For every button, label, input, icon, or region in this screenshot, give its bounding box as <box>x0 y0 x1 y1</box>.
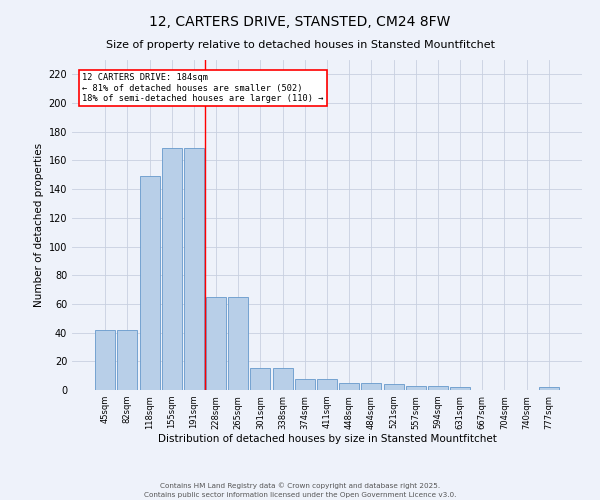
Bar <box>428 386 448 390</box>
Bar <box>339 383 359 390</box>
Bar <box>539 387 559 390</box>
Text: Size of property relative to detached houses in Stansted Mountfitchet: Size of property relative to detached ho… <box>106 40 494 50</box>
Bar <box>406 386 426 390</box>
Text: 12 CARTERS DRIVE: 184sqm
← 81% of detached houses are smaller (502)
18% of semi-: 12 CARTERS DRIVE: 184sqm ← 81% of detach… <box>82 73 324 103</box>
Bar <box>95 330 115 390</box>
Bar <box>206 296 226 390</box>
Bar <box>162 148 182 390</box>
Text: 12, CARTERS DRIVE, STANSTED, CM24 8FW: 12, CARTERS DRIVE, STANSTED, CM24 8FW <box>149 15 451 29</box>
Bar <box>118 330 137 390</box>
Bar <box>184 148 204 390</box>
Bar <box>272 368 293 390</box>
X-axis label: Distribution of detached houses by size in Stansted Mountfitchet: Distribution of detached houses by size … <box>158 434 496 444</box>
Bar <box>228 296 248 390</box>
Bar <box>140 176 160 390</box>
Y-axis label: Number of detached properties: Number of detached properties <box>34 143 44 307</box>
Bar <box>383 384 404 390</box>
Text: Contains HM Land Registry data © Crown copyright and database right 2025.
Contai: Contains HM Land Registry data © Crown c… <box>144 482 456 498</box>
Bar <box>450 387 470 390</box>
Bar <box>250 368 271 390</box>
Bar <box>361 383 382 390</box>
Bar <box>295 378 315 390</box>
Bar <box>317 378 337 390</box>
